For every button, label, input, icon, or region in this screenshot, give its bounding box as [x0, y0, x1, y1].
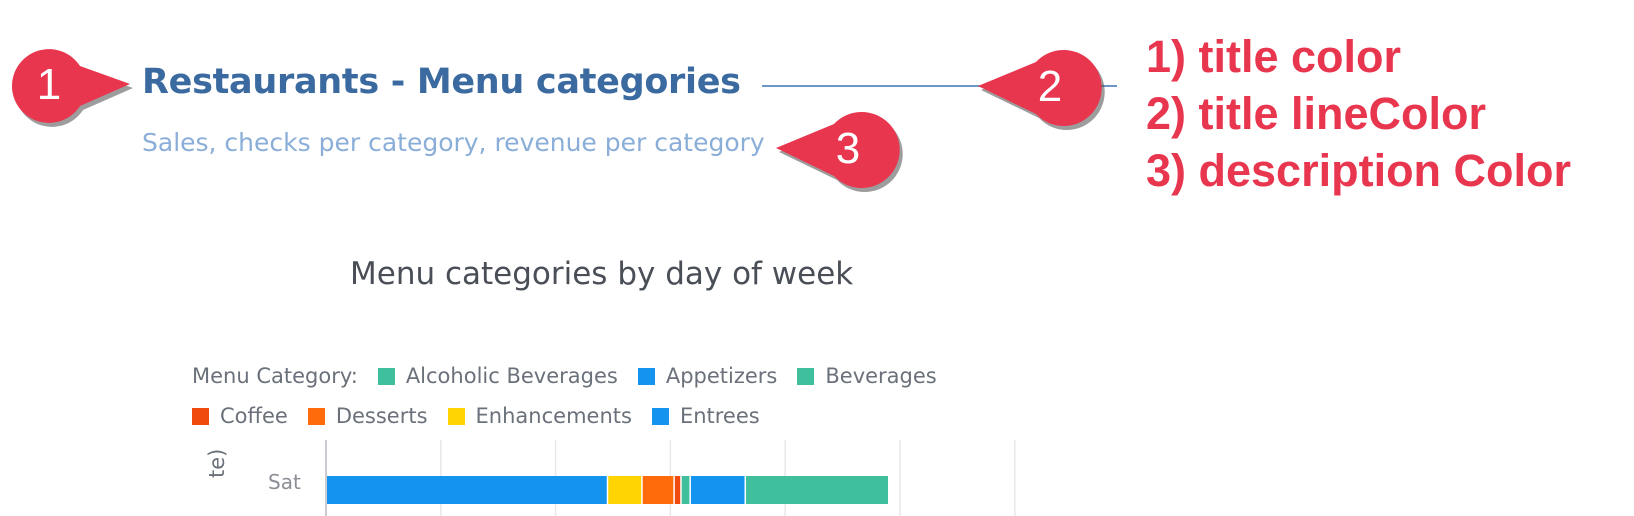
page-description: Sales, checks per category, revenue per … — [142, 128, 765, 157]
legend-label: Menu Category: — [192, 364, 358, 388]
legend-swatch — [651, 407, 669, 425]
bar-segment-appetizers[interactable] — [327, 476, 607, 504]
legend-swatch — [192, 407, 209, 425]
marker-1: 1 — [4, 44, 136, 130]
annotation-description-color: 3) description Color — [1146, 145, 1572, 196]
legend-item-label: Desserts — [335, 404, 428, 428]
marker-1-number: 1 — [36, 60, 62, 109]
legend-item-label: Appetizers — [665, 364, 778, 388]
marker-2: 2 — [978, 44, 1108, 134]
bar-segment-alcoholic-beverages[interactable] — [746, 476, 889, 504]
legend-swatch — [637, 367, 655, 385]
legend-item-entrees[interactable]: Entrees — [651, 404, 760, 428]
legend-item-appetizers[interactable]: Appetizers — [637, 364, 778, 388]
legend-item-label: Enhancements — [475, 404, 632, 428]
legend-item-coffee[interactable]: Coffee — [192, 404, 288, 428]
legend-item-desserts[interactable]: Desserts — [307, 404, 428, 428]
page-title: Restaurants - Menu categories — [142, 62, 741, 102]
legend-item-enhancements[interactable]: Enhancements — [447, 404, 632, 428]
legend-swatch — [447, 407, 465, 425]
annotation-list: 1) title color 2) title lineColor 3) des… — [1146, 28, 1571, 199]
legend-row-1: Menu Category: Alcoholic Beverages Appet… — [192, 356, 957, 396]
category-label-sat: Sat — [268, 470, 301, 494]
y-axis-title: te) — [205, 448, 229, 478]
annotation-title-color: 1) title color — [1146, 31, 1402, 82]
legend-swatch — [307, 407, 325, 425]
chart-title: Menu categories by day of week — [350, 256, 854, 292]
chart-plot-area — [325, 440, 1016, 516]
marker-2-shape — [978, 50, 1105, 130]
legend-row-2: Coffee Desserts Enhancements Entrees — [192, 396, 957, 436]
legend-item-label: Entrees — [679, 404, 760, 428]
marker-3-number: 3 — [835, 124, 861, 173]
title-line — [762, 85, 1117, 87]
legend-swatch — [797, 367, 815, 385]
legend-swatch — [377, 367, 395, 385]
bar-segment-entrees[interactable] — [690, 476, 745, 504]
marker-1-shape — [11, 49, 134, 127]
marker-3-shape — [776, 112, 903, 192]
marker-3: 3 — [776, 106, 906, 196]
bar-segment-enhancements[interactable] — [608, 476, 642, 504]
legend-item-label: Beverages — [825, 364, 937, 388]
annotation-title-line-color: 2) title lineColor — [1146, 88, 1487, 139]
marker-2-number: 2 — [1037, 62, 1063, 111]
legend-item-beverages[interactable]: Beverages — [797, 364, 937, 388]
legend-item-label: Coffee — [220, 404, 288, 428]
bar-segment-beverages[interactable] — [681, 476, 690, 504]
bar-segment-coffee[interactable] — [674, 476, 681, 504]
chart-legend: Menu Category: Alcoholic Beverages Appet… — [192, 356, 957, 436]
legend-item-alcoholic-beverages[interactable]: Alcoholic Beverages — [377, 364, 618, 388]
legend-item-label: Alcoholic Beverages — [405, 364, 618, 388]
bar-segment-desserts[interactable] — [642, 476, 674, 504]
